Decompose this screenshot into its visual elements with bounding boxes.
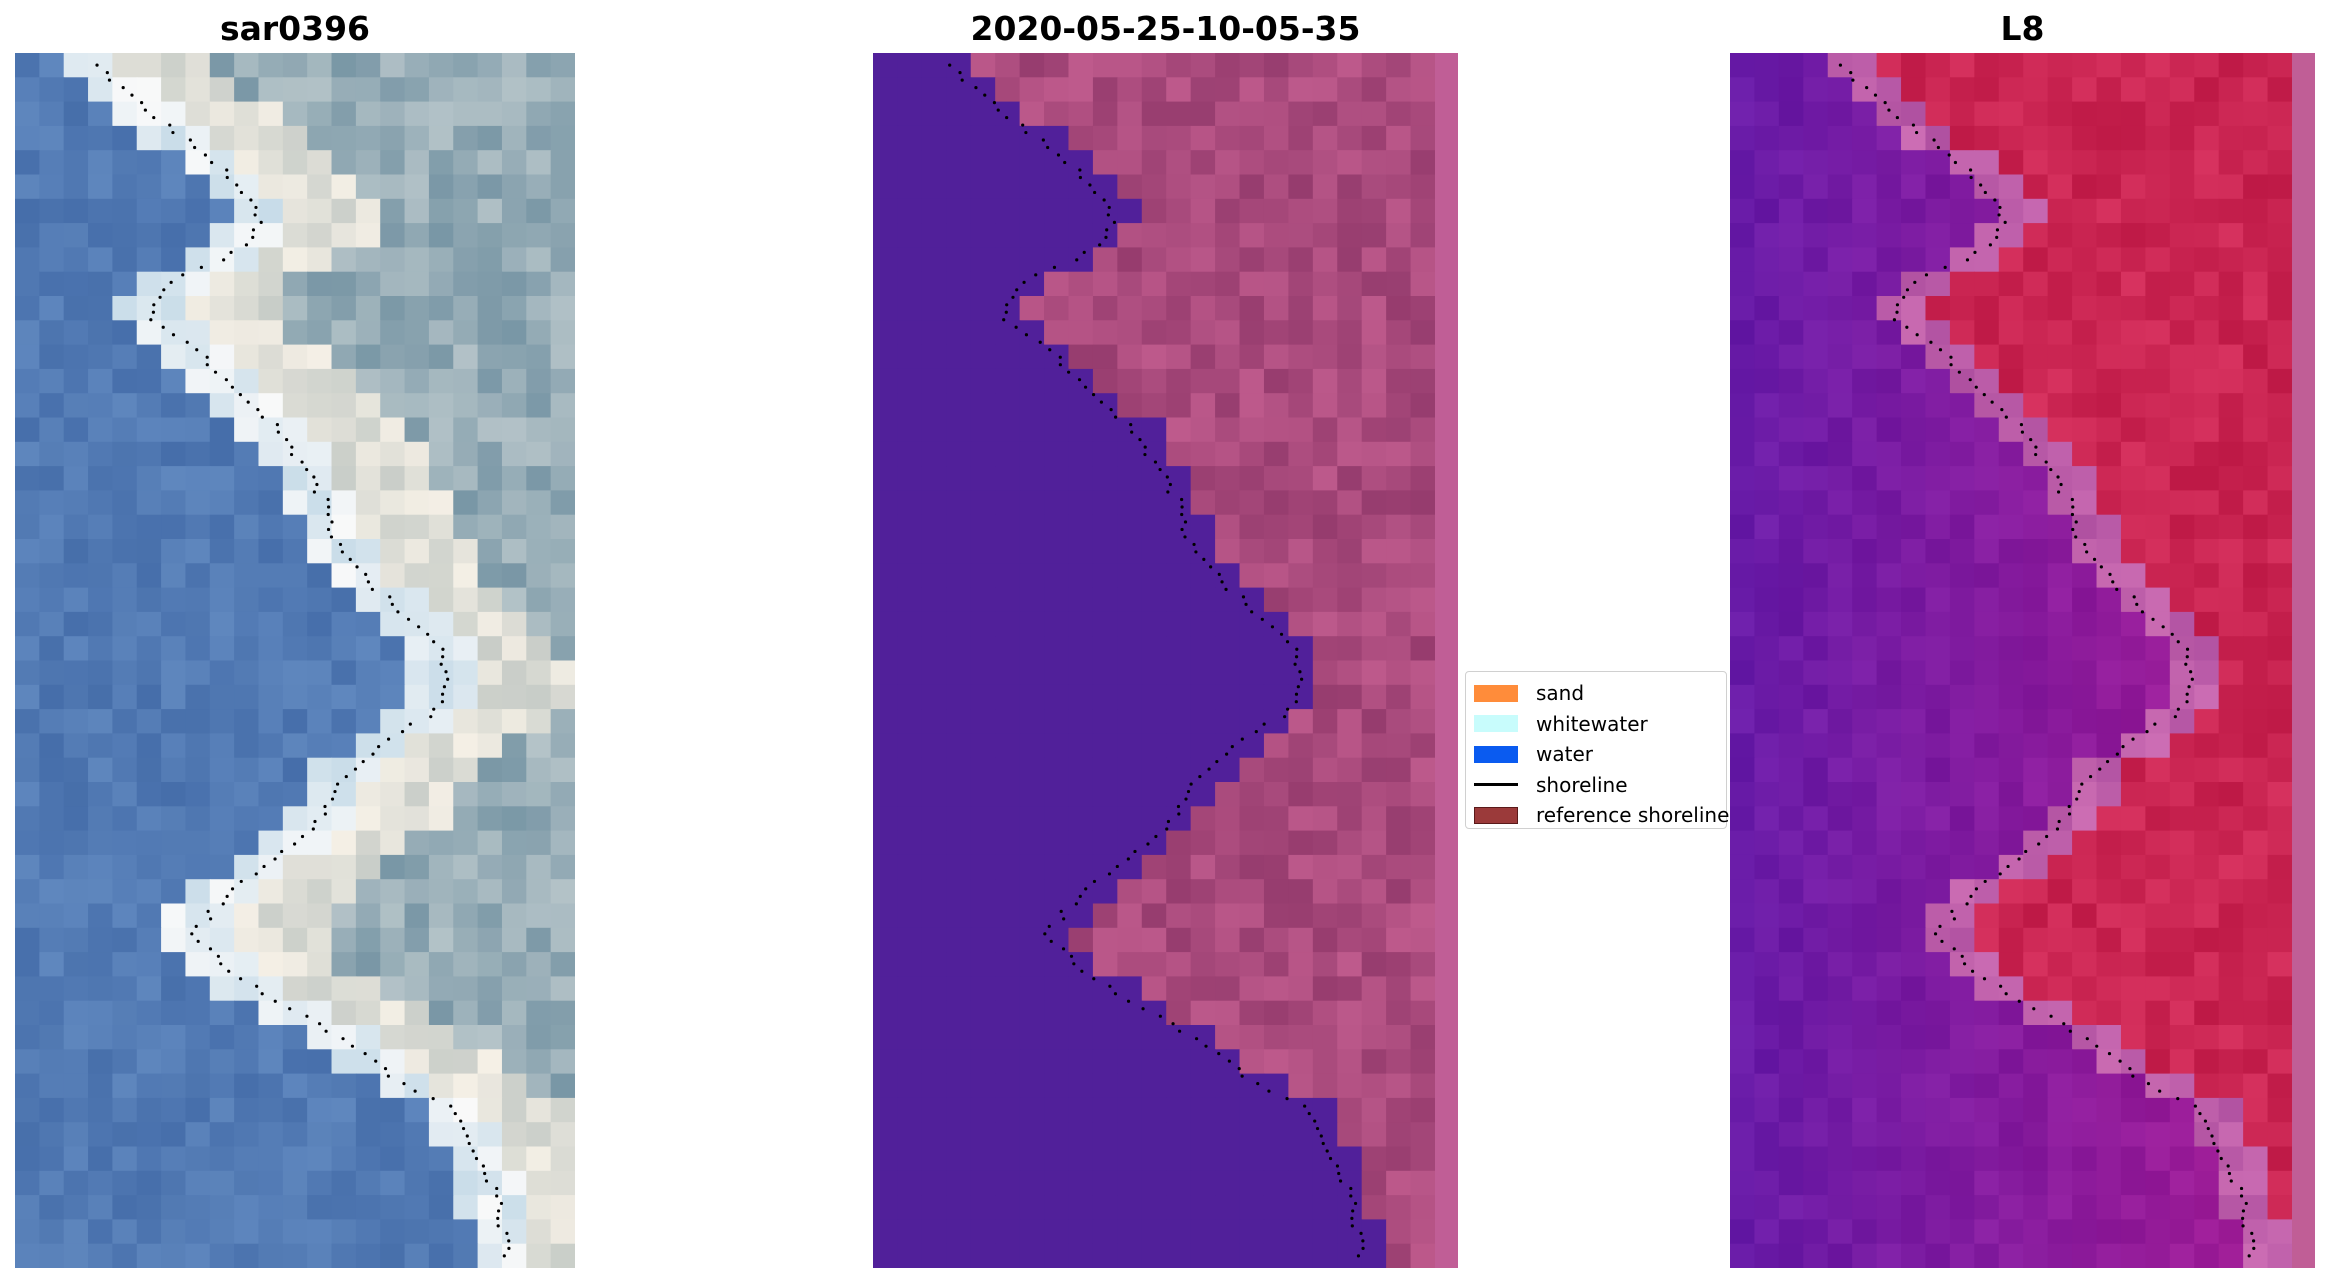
shoreline-line-swatch [1474,783,1518,787]
classified-image [873,53,1458,1268]
reference-shoreline-swatch [1474,806,1518,824]
rgb-image-panel [15,53,575,1268]
legend-item-reference-shoreline: reference shoreline [1474,800,1730,831]
legend-item-water: water [1474,739,1726,770]
classified-image-panel [873,53,1458,1268]
legend-label: sand [1536,681,1585,706]
legend: sand whitewater water shoreline referenc… [1465,671,1730,831]
panel-title-sar: sar0396 [219,9,371,48]
legend-label: water [1536,742,1593,767]
shoreline-dots [95,63,511,1258]
sand-swatch [1474,684,1518,702]
legend-label: reference shoreline [1536,803,1730,828]
panel-title-date: 2020-05-25-10-05-35 [970,9,1361,48]
rgb-image [15,53,575,1268]
l8-image-panel [1730,53,2315,1268]
legend-item-whitewater: whitewater [1474,709,1726,740]
legend-item-sand: sand [1474,678,1726,709]
legend-label: whitewater [1536,711,1648,736]
water-swatch [1474,745,1518,763]
legend-item-shoreline: shoreline [1474,770,1726,801]
whitewater-swatch [1474,715,1518,733]
shoreline-dots [948,63,1365,1258]
panel-title-l8: L8 [2000,9,2045,48]
l8-index-image [1730,53,2315,1268]
shoreline-dots [1838,63,2256,1258]
legend-label: shoreline [1536,772,1628,797]
